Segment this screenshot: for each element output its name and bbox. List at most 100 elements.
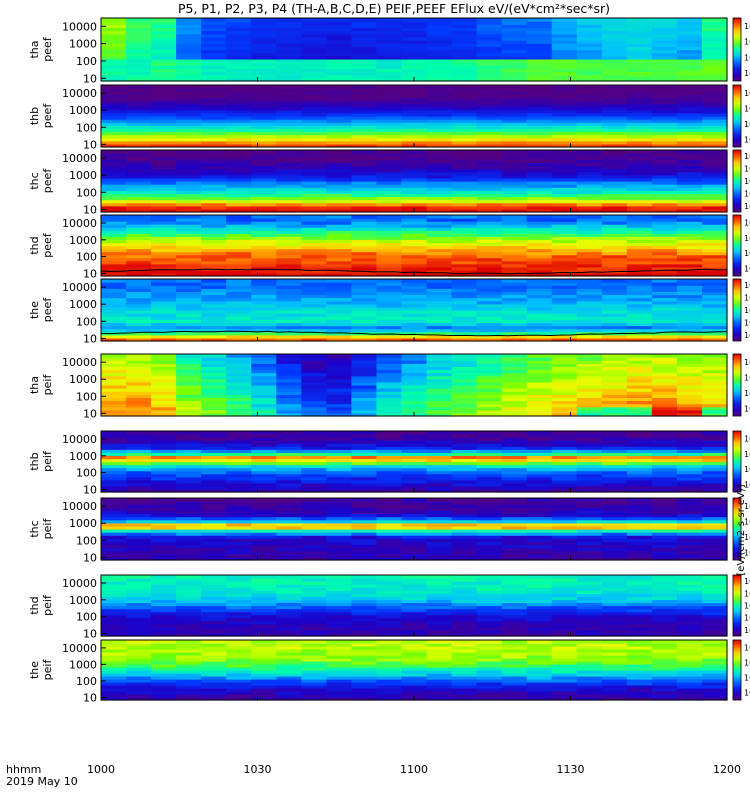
heatmap-cell <box>301 199 327 204</box>
heatmap-cell <box>251 33 277 38</box>
heatmap-cell <box>526 300 553 305</box>
heatmap-cell <box>101 328 127 333</box>
heatmap-cell <box>201 532 227 536</box>
heatmap-cell <box>351 510 378 515</box>
heatmap-cell <box>276 587 302 591</box>
heatmap-cell <box>351 40 378 44</box>
heatmap-cell <box>601 58 628 63</box>
heatmap-cell <box>276 541 302 546</box>
heatmap-cell <box>351 584 378 588</box>
heatmap-cell <box>351 254 378 259</box>
heatmap-cell <box>651 369 678 374</box>
heatmap-cell <box>451 446 478 450</box>
heatmap-cell <box>226 306 252 311</box>
heatmap-cell <box>201 412 227 417</box>
heatmap-cell <box>101 297 127 302</box>
heatmap-cell <box>151 691 177 695</box>
heatmap-cell <box>126 242 152 247</box>
heatmap-cell <box>126 285 152 289</box>
heatmap-cell <box>126 541 152 546</box>
heatmap-cell <box>601 446 628 450</box>
heatmap-cell <box>376 593 403 597</box>
heatmap-cell <box>326 128 352 133</box>
heatmap-cell <box>401 43 428 47</box>
heatmap-cell <box>326 611 352 616</box>
heatmap-cell <box>476 623 503 628</box>
heatmap-cell <box>176 303 202 308</box>
heatmap-cell <box>526 331 553 336</box>
heatmap-cell <box>251 394 277 398</box>
heatmap-cell <box>276 181 302 185</box>
heatmap-cell <box>501 248 528 253</box>
heatmap-cell <box>426 174 453 179</box>
heatmap-cell <box>676 325 703 330</box>
heatmap-cell <box>601 632 628 637</box>
heatmap-cell <box>676 153 703 157</box>
heatmap-cell <box>101 467 127 472</box>
heatmap-cell <box>251 694 277 698</box>
heatmap-cell <box>676 388 703 392</box>
heatmap-cell <box>501 623 528 628</box>
heatmap-cell <box>151 165 177 170</box>
heatmap-cell <box>176 218 202 222</box>
heatmap-cell <box>301 360 327 364</box>
heatmap-cell <box>701 122 728 126</box>
heatmap-cell <box>426 36 453 41</box>
heatmap-cell <box>526 43 553 47</box>
heatmap-cell <box>576 581 603 585</box>
heatmap-cell <box>201 58 227 63</box>
heatmap-cell <box>476 599 503 604</box>
heatmap-cell <box>276 68 302 73</box>
heatmap-cell <box>301 394 327 398</box>
heatmap-cell <box>101 519 127 524</box>
heatmap-cell <box>151 655 177 659</box>
heatmap-cell <box>351 294 378 299</box>
heatmap-cell <box>576 391 603 395</box>
heatmap-cell <box>151 18 177 22</box>
heatmap-cell <box>176 372 202 377</box>
heatmap-cell <box>401 525 428 530</box>
heatmap-cell <box>201 605 227 610</box>
colorbar-tick-label: 10⁵ <box>744 465 750 474</box>
heatmap-cell <box>601 30 628 35</box>
heatmap-cell <box>126 224 152 228</box>
heatmap-cell <box>551 33 578 38</box>
heatmap-cell <box>176 394 202 398</box>
heatmap-cell <box>701 303 728 308</box>
heatmap-cell <box>551 316 578 320</box>
heatmap-cell <box>651 46 678 51</box>
heatmap-cell <box>551 125 578 129</box>
heatmap-cell <box>601 112 628 117</box>
heatmap-cell <box>376 535 403 539</box>
heatmap-cell <box>601 33 628 38</box>
heatmap-cell <box>201 467 227 472</box>
heatmap-cell <box>226 88 252 92</box>
heatmap-cell <box>476 202 503 207</box>
heatmap-cell <box>676 65 703 69</box>
heatmap-cell <box>151 94 177 98</box>
heatmap-cell <box>451 431 478 435</box>
heatmap-cell <box>276 655 302 659</box>
heatmap-cell <box>151 550 177 555</box>
heatmap-cell <box>351 620 378 625</box>
heatmap-cell <box>526 77 553 82</box>
heatmap-cell <box>676 97 703 102</box>
heatmap-cell <box>226 547 252 552</box>
heatmap-cell <box>651 437 678 441</box>
heatmap-cell <box>401 507 428 511</box>
heatmap-cell <box>226 541 252 546</box>
heatmap-cell <box>151 412 177 417</box>
heatmap-cell <box>176 608 202 613</box>
heatmap-cell <box>476 187 503 191</box>
heatmap-cell <box>576 260 603 265</box>
heatmap-cell <box>451 137 478 142</box>
heatmap-cell <box>301 388 327 392</box>
heatmap-cell <box>551 550 578 555</box>
heatmap-cell <box>451 285 478 289</box>
heatmap-cell <box>576 128 603 133</box>
heatmap-cell <box>201 288 227 292</box>
heatmap-cell <box>101 103 127 108</box>
heatmap-cell <box>676 310 703 314</box>
heatmap-cell <box>251 691 277 695</box>
heatmap-cell <box>676 550 703 555</box>
